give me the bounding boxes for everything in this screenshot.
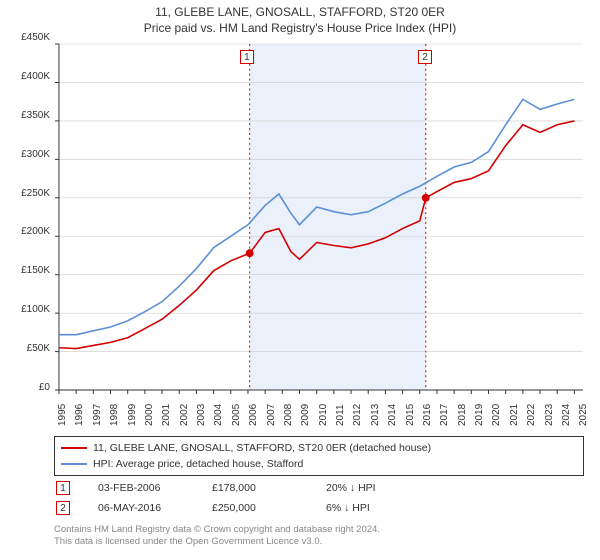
- sales-table: 1 03-FEB-2006 £178,000 20% ↓ HPI 2 06-MAY-201…: [54, 478, 584, 518]
- legend: 11, GLEBE LANE, GNOSALL, STAFFORD, ST20 …: [54, 436, 584, 476]
- x-axis-labels: 1995 1996 1997 1998 1999 2000 2001 2002 2003 2004…: [54, 396, 584, 430]
- x-tick-label: 2016: [422, 404, 433, 426]
- y-tick-label: £400K: [4, 71, 50, 82]
- x-tick-label: 2025: [578, 404, 589, 426]
- x-tick-label: 2011: [335, 404, 346, 426]
- sale-marker-icon: 2: [56, 501, 70, 515]
- sale-delta: 20% ↓ HPI: [326, 482, 416, 494]
- x-tick-label: 2014: [387, 404, 398, 426]
- x-tick-label: 1995: [57, 404, 68, 426]
- legend-row-property: 11, GLEBE LANE, GNOSALL, STAFFORD, ST20 …: [61, 440, 577, 456]
- x-tick-label: 2001: [161, 404, 172, 426]
- footer-line1: Contains HM Land Registry data © Crown c…: [54, 524, 380, 536]
- sale-marker-2: 2: [418, 50, 432, 64]
- x-tick-label: 2013: [370, 404, 381, 426]
- y-tick-label: £300K: [4, 149, 50, 160]
- x-tick-label: 2012: [352, 404, 363, 426]
- x-tick-label: 2008: [283, 404, 294, 426]
- y-tick-label: £200K: [4, 226, 50, 237]
- x-tick-label: 2020: [491, 404, 502, 426]
- x-tick-label: 2000: [144, 404, 155, 426]
- x-tick-label: 2018: [457, 404, 468, 426]
- x-tick-label: 2022: [526, 404, 537, 426]
- y-tick-label: £150K: [4, 265, 50, 276]
- y-tick-label: £450K: [4, 32, 50, 43]
- title-block: 11, GLEBE LANE, GNOSALL, STAFFORD, ST20 …: [0, 0, 600, 36]
- y-tick-label: £250K: [4, 188, 50, 199]
- title-sub: Price paid vs. HM Land Registry's House …: [0, 20, 600, 36]
- x-tick-label: 2006: [248, 404, 259, 426]
- x-tick-label: 2009: [300, 404, 311, 426]
- sale-price: £250,000: [212, 502, 302, 514]
- chart-container: 11, GLEBE LANE, GNOSALL, STAFFORD, ST20 …: [0, 0, 600, 560]
- x-tick-label: 2015: [405, 404, 416, 426]
- legend-swatch-property: [61, 447, 87, 449]
- x-tick-label: 2004: [213, 404, 224, 426]
- legend-label-property: 11, GLEBE LANE, GNOSALL, STAFFORD, ST20 …: [93, 442, 431, 454]
- y-tick-label: £100K: [4, 304, 50, 315]
- x-tick-label: 2024: [561, 404, 572, 426]
- chart-svg: [54, 44, 584, 394]
- legend-label-hpi: HPI: Average price, detached house, Staf…: [93, 458, 303, 470]
- footer: Contains HM Land Registry data © Crown c…: [54, 524, 380, 548]
- x-tick-label: 1996: [74, 404, 85, 426]
- y-tick-label: £0: [4, 382, 50, 393]
- x-tick-label: 1997: [92, 404, 103, 426]
- sale-date: 06-MAY-2016: [98, 502, 188, 514]
- y-axis-labels: £0 £50K £100K £150K £200K £250K £300K £350K £400…: [4, 38, 50, 400]
- chart-area: £0£50K£100K£150K£200K£250K£300K£350K£400…: [54, 44, 584, 394]
- footer-line2: This data is licensed under the Open Gov…: [54, 536, 380, 548]
- sale-date: 03-FEB-2006: [98, 482, 188, 494]
- sale-delta: 6% ↓ HPI: [326, 502, 416, 514]
- x-tick-label: 2002: [179, 404, 190, 426]
- y-tick-label: £350K: [4, 110, 50, 121]
- y-tick-label: £50K: [4, 343, 50, 354]
- sale-row: 2 06-MAY-2016 £250,000 6% ↓ HPI: [54, 498, 584, 518]
- x-tick-label: 1999: [127, 404, 138, 426]
- legend-row-hpi: HPI: Average price, detached house, Staf…: [61, 456, 577, 472]
- sale-row: 1 03-FEB-2006 £178,000 20% ↓ HPI: [54, 478, 584, 498]
- sale-price: £178,000: [212, 482, 302, 494]
- x-tick-label: 2017: [439, 404, 450, 426]
- legend-swatch-hpi: [61, 463, 87, 465]
- sale-marker-icon: 1: [56, 481, 70, 495]
- x-tick-label: 2019: [474, 404, 485, 426]
- x-tick-label: 2003: [196, 404, 207, 426]
- x-tick-label: 1998: [109, 404, 120, 426]
- x-tick-label: 2005: [231, 404, 242, 426]
- title-address: 11, GLEBE LANE, GNOSALL, STAFFORD, ST20 …: [0, 4, 600, 20]
- sale-marker-1: 1: [240, 50, 254, 64]
- x-tick-label: 2010: [318, 404, 329, 426]
- x-tick-label: 2021: [509, 404, 520, 426]
- x-tick-label: 2023: [544, 404, 555, 426]
- x-tick-label: 2007: [266, 404, 277, 426]
